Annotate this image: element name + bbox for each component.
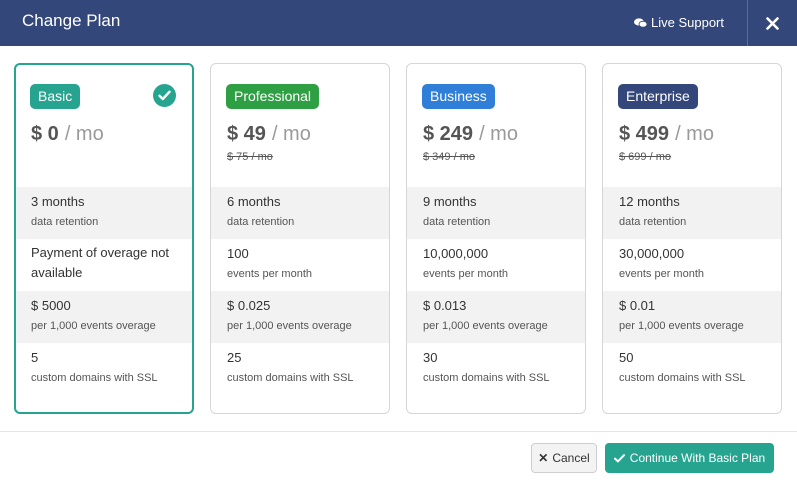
plan-price: $ 249/ mo (423, 123, 518, 146)
plan-badge: Basic (30, 84, 81, 109)
plan-badge: Professional (226, 84, 320, 109)
price-period: / mo (64, 123, 104, 145)
modal-header: Change Plan Live Support (0, 0, 797, 46)
overage-row: $ 0.013 per 1,000 events overage (407, 291, 585, 343)
events-row: 100 events per month (211, 239, 389, 291)
close-icon (766, 16, 779, 30)
retention-label: data retention (227, 216, 295, 228)
retention-value: 6 months (227, 194, 281, 209)
events-row: Payment of overage not available (16, 239, 192, 291)
plan-price: $ 0/ mo (31, 123, 104, 146)
overage-value: $ 5000 (31, 298, 71, 313)
check-icon (613, 453, 625, 462)
domains-row: 25 custom domains with SSL (211, 343, 389, 395)
plan-price: $ 499/ mo (619, 123, 714, 146)
domains-value: 5 (31, 350, 39, 365)
domains-label: custom domains with SSL (423, 372, 550, 384)
retention-row: 3 months data retention (16, 187, 192, 239)
price-amount: $ 499 (619, 123, 670, 145)
events-value: 30,000,000 (619, 246, 685, 261)
plan-card-basic[interactable]: Basic $ 0/ mo 3 months data retention Pa… (14, 63, 194, 414)
plan-cards: Basic $ 0/ mo 3 months data retention Pa… (14, 63, 784, 415)
retention-value: 3 months (31, 194, 85, 209)
overage-label: per 1,000 events overage (227, 320, 352, 332)
retention-row: 6 months data retention (211, 187, 389, 239)
events-label: events per month (227, 268, 312, 280)
overage-value: $ 0.013 (423, 298, 467, 313)
retention-label: data retention (31, 216, 99, 228)
price-period: / mo (479, 123, 518, 145)
continue-label: Continue With Basic Plan (629, 451, 766, 465)
events-label: events per month (619, 268, 704, 280)
price-period: / mo (271, 123, 311, 145)
events-row: 30,000,000 events per month (603, 239, 781, 291)
domains-row: 50 custom domains with SSL (603, 343, 781, 395)
domains-label: custom domains with SSL (31, 372, 158, 384)
retention-label: data retention (619, 216, 687, 228)
check-icon (153, 84, 176, 107)
old-price: $ 699 / mo (619, 151, 671, 163)
domains-value: 50 (619, 350, 634, 365)
footer-divider (0, 431, 797, 432)
domains-value: 30 (423, 350, 438, 365)
chat-icon (634, 17, 647, 28)
domains-label: custom domains with SSL (227, 372, 354, 384)
domains-value: 25 (227, 350, 242, 365)
events-label: events per month (423, 268, 508, 280)
plan-badge: Enterprise (618, 84, 698, 109)
overage-value: $ 0.01 (619, 298, 656, 313)
retention-label: data retention (423, 216, 491, 228)
price-amount: $ 0 (31, 123, 59, 145)
header-divider (747, 0, 748, 46)
plan-card-enterprise[interactable]: Enterprise $ 499/ mo $ 699 / mo 12 month… (602, 63, 782, 414)
cancel-label: Cancel (552, 451, 590, 465)
close-button[interactable] (748, 0, 797, 46)
domains-label: custom domains with SSL (619, 372, 746, 384)
overage-label: per 1,000 events overage (619, 320, 744, 332)
price-amount: $ 249 (423, 123, 474, 145)
old-price: $ 349 / mo (423, 151, 475, 163)
modal-title: Change Plan (22, 11, 121, 30)
events-row: 10,000,000 events per month (407, 239, 585, 291)
live-support-link[interactable]: Live Support (634, 15, 724, 30)
cancel-button[interactable]: ✕ Cancel (531, 443, 597, 473)
plan-card-business[interactable]: Business $ 249/ mo $ 349 / mo 9 months d… (406, 63, 586, 414)
plan-badge: Business (422, 84, 495, 109)
overage-row: $ 0.025 per 1,000 events overage (211, 291, 389, 343)
retention-value: 12 months (619, 194, 680, 209)
events-value: Payment of overage not available (31, 245, 170, 280)
overage-row: $ 0.01 per 1,000 events overage (603, 291, 781, 343)
continue-button[interactable]: Continue With Basic Plan (605, 443, 774, 473)
events-value: 10,000,000 (423, 246, 489, 261)
domains-row: 5 custom domains with SSL (16, 343, 192, 395)
price-period: / mo (675, 123, 714, 145)
domains-row: 30 custom domains with SSL (407, 343, 585, 395)
events-value: 100 (227, 246, 249, 261)
plan-price: $ 49/ mo (227, 123, 311, 146)
overage-label: per 1,000 events overage (423, 320, 548, 332)
price-amount: $ 49 (227, 123, 266, 145)
old-price: $ 75 / mo (227, 151, 273, 163)
plan-card-professional[interactable]: Professional $ 49/ mo $ 75 / mo 6 months… (210, 63, 390, 414)
overage-label: per 1,000 events overage (31, 320, 156, 332)
retention-value: 9 months (423, 194, 477, 209)
close-icon: ✕ (538, 451, 549, 465)
overage-value: $ 0.025 (227, 298, 271, 313)
retention-row: 9 months data retention (407, 187, 585, 239)
retention-row: 12 months data retention (603, 187, 781, 239)
live-support-label: Live Support (651, 15, 724, 30)
overage-row: $ 5000 per 1,000 events overage (16, 291, 192, 343)
